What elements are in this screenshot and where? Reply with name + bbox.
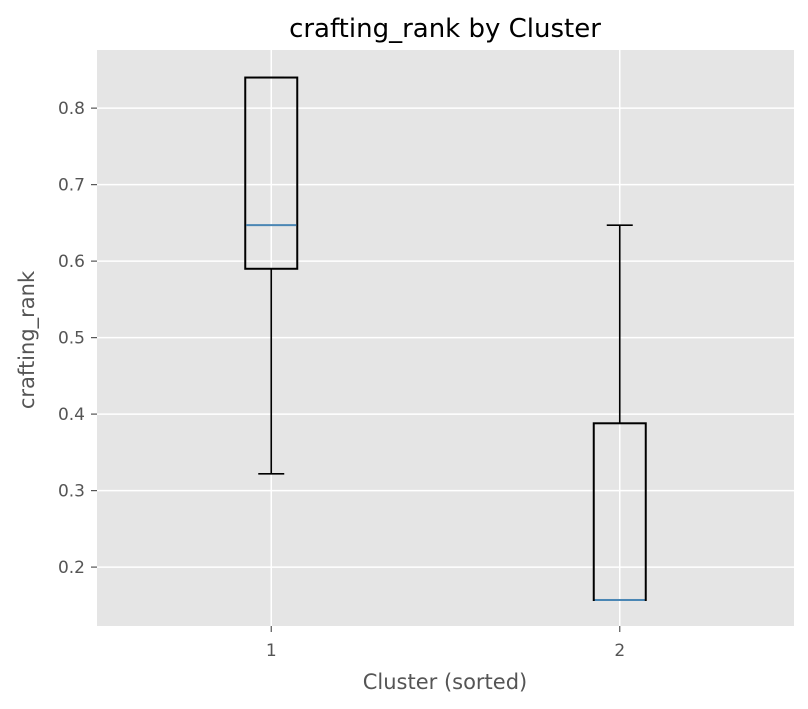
x-axis-label: Cluster (sorted): [363, 670, 528, 694]
y-tick-label: 0.8: [58, 99, 85, 119]
box-cluster-1: [244, 76, 299, 475]
axis-ticks: 0.2 0.3 0.4 0.5 0.6 0.7 0.8 1 2: [58, 99, 625, 661]
box-cluster-2: [592, 224, 647, 601]
y-tick-label: 0.7: [58, 176, 85, 196]
y-tick-label: 0.5: [58, 329, 85, 349]
gridlines: [97, 50, 794, 626]
y-tick-label: 0.3: [58, 482, 85, 502]
y-tick-label: 0.4: [58, 405, 85, 425]
chart-title: crafting_rank by Cluster: [289, 14, 601, 44]
interquartile-box: [244, 76, 299, 270]
x-tick-label: 2: [614, 641, 625, 661]
y-axis-label: crafting_rank: [15, 270, 40, 409]
x-tick-label: 1: [266, 641, 277, 661]
y-tick-label: 0.6: [58, 252, 85, 272]
boxes: [244, 76, 647, 601]
y-tick-label: 0.2: [58, 558, 85, 578]
